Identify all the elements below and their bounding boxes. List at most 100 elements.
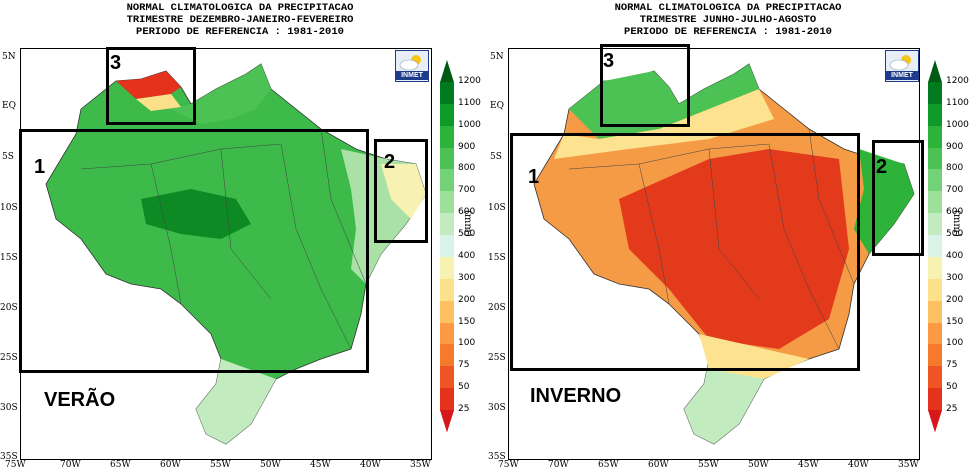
region-2-label: 2	[876, 156, 888, 178]
colorbar-segment	[928, 169, 942, 192]
colorbar-label: 200	[458, 294, 476, 305]
winter-panel: NORMAL CLIMATOLOGICA DA PRECIPITACAO TRI…	[488, 0, 975, 474]
lat-tick: 30S	[0, 403, 18, 413]
lon-tick: 70W	[60, 460, 81, 470]
colorbar-label: 1100	[458, 97, 481, 108]
title-line-3: PERIODO DE REFERENCIA : 1981-2010	[136, 26, 344, 38]
colorbar-label: 700	[946, 185, 964, 196]
lon-tick: 60W	[160, 460, 181, 470]
lon-tick: 45W	[798, 460, 819, 470]
colorbar-label: 75	[946, 360, 958, 371]
colorbar	[440, 60, 454, 433]
colorbar-label: 800	[946, 163, 964, 174]
season-label-summer: VERÃO	[44, 389, 116, 411]
title-line-1: NORMAL CLIMATOLOGICA DA PRECIPITACAO	[614, 2, 842, 14]
lat-tick: 10S	[488, 203, 506, 213]
lon-tick: 70W	[548, 460, 569, 470]
colorbar-segment	[928, 388, 942, 411]
title-line-2: TRIMESTRE DEZEMBRO-JANEIRO-FEVEREIRO	[126, 14, 354, 26]
lat-tick: 5S	[2, 152, 14, 162]
colorbar-label: 1200	[458, 75, 481, 86]
lon-tick: 50W	[260, 460, 281, 470]
lat-tick: 15S	[0, 253, 18, 263]
colorbar-segment	[440, 388, 454, 411]
region-3-box	[600, 44, 690, 127]
region-1-label: 1	[34, 156, 46, 178]
region-1-label: 1	[528, 166, 540, 188]
north-winter-2	[554, 89, 774, 159]
lat-tick: 20S	[488, 303, 506, 313]
colorbar-label: 1100	[946, 97, 969, 108]
colorbar-label: 400	[946, 250, 964, 261]
colorbar-segment	[440, 278, 454, 302]
colorbar-segment	[440, 366, 454, 389]
inmet-logo: INMET	[395, 50, 429, 82]
region-3-label: 3	[110, 52, 122, 74]
colorbar-label: 25	[458, 404, 470, 415]
colorbar-segment	[440, 81, 454, 105]
south-summer	[196, 359, 276, 444]
coast-winter	[854, 149, 914, 254]
colorbar-label: 75	[458, 360, 470, 371]
lat-tick: 15S	[488, 253, 506, 263]
colorbar-segment	[440, 213, 454, 236]
lon-tick: 40W	[848, 460, 869, 470]
lat-tick: EQ	[490, 101, 504, 111]
colorbar-label: 600	[946, 207, 964, 218]
colorbar-segment	[928, 366, 942, 389]
lon-tick: 55W	[210, 460, 231, 470]
north-winter	[569, 64, 759, 139]
inmet-logo: INMET	[885, 50, 919, 82]
colorbar-label: 100	[458, 338, 476, 349]
lat-tick: 10S	[0, 203, 18, 213]
lon-tick: 75W	[5, 460, 26, 470]
colorbar-segment	[440, 147, 454, 170]
colorbar-label: 50	[946, 382, 958, 393]
colorbar-segment	[928, 60, 942, 83]
winter-title: NORMAL CLIMATOLOGICA DA PRECIPITACAO TRI…	[548, 2, 908, 38]
colorbar-segment	[440, 103, 454, 127]
region-1-box	[19, 129, 369, 373]
colorbar-label: 1000	[946, 119, 969, 130]
region-3-box	[106, 47, 196, 125]
region-2-box	[374, 139, 428, 243]
colorbar-label: 300	[458, 272, 476, 283]
colorbar-label: 25	[946, 404, 958, 415]
colorbar-segment	[928, 278, 942, 302]
lon-tick: 60W	[648, 460, 669, 470]
colorbar-segment	[440, 300, 454, 324]
colorbar-segment	[440, 125, 454, 149]
colorbar-label: 1200	[946, 75, 969, 86]
lon-tick: 65W	[598, 460, 619, 470]
south-winter	[684, 359, 764, 444]
colorbar-label: 700	[458, 185, 476, 196]
region-2-box	[872, 140, 924, 256]
lat-tick: 20S	[0, 303, 18, 313]
summer-panel: NORMAL CLIMATOLOGICA DA PRECIPITACAO TRI…	[0, 0, 487, 474]
colorbar-unit: (mm)	[462, 210, 473, 237]
colorbar-label: 150	[946, 316, 964, 327]
lat-tick: 30S	[488, 403, 506, 413]
wet-north-summer	[171, 64, 271, 124]
lat-tick: 35S	[0, 452, 18, 462]
colorbar-segment	[928, 81, 942, 105]
lat-tick: 35S	[488, 452, 506, 462]
colorbar-label: 200	[946, 294, 964, 305]
colorbar-segment	[928, 191, 942, 214]
title-line-3: PERIODO DE REFERENCIA : 1981-2010	[624, 26, 832, 38]
region-2-label: 2	[384, 151, 396, 173]
colorbar-label: 400	[458, 250, 476, 261]
dry-coast-summer	[381, 164, 426, 219]
lat-tick: 5N	[490, 52, 504, 62]
title-line-2: TRIMESTRE JUNHO-JULHO-AGOSTO	[639, 14, 817, 26]
colorbar-segment	[928, 300, 942, 324]
colorbar-segment	[928, 410, 942, 433]
logo-text: INMET	[396, 71, 428, 80]
summer-map-svg	[45, 63, 427, 445]
colorbar-segment	[440, 235, 454, 258]
lon-tick: 65W	[110, 460, 131, 470]
lon-tick: 50W	[748, 460, 769, 470]
lon-tick: 40W	[360, 460, 381, 470]
colorbar-label: 1000	[458, 119, 481, 130]
colorbar-segment	[928, 235, 942, 258]
